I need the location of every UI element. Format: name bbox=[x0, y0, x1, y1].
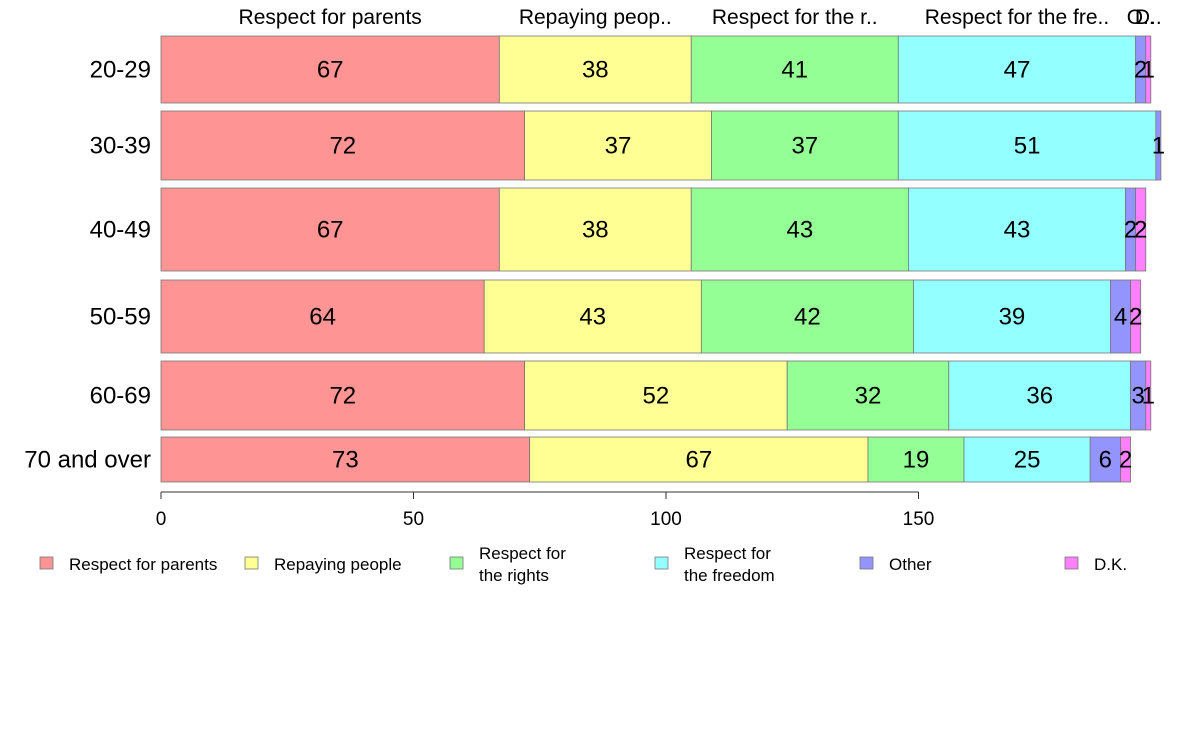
bar-70-and-over-respect-for-parents bbox=[160, 436, 531, 483]
legend-swatch-respect-for-the-freedom bbox=[654, 556, 669, 570]
legend-swatch-repaying-people bbox=[244, 556, 259, 570]
bar-50-59-d-k bbox=[1130, 279, 1142, 354]
bar-30-39-repaying-people bbox=[524, 110, 712, 181]
bar-60-69-respect-for-the-freedom bbox=[948, 360, 1131, 431]
row-labels: 20-29 30-39 40-49 50-59 60-69 70 and over bbox=[24, 57, 151, 474]
value-label-20-29-respect-for-the-rights: 41 bbox=[781, 57, 808, 84]
value-label-30-39-repaying-people: 37 bbox=[605, 133, 632, 160]
value-label-60-69-other: 3 bbox=[1131, 383, 1144, 410]
bar-30-39-respect-for-the-rights bbox=[711, 110, 899, 181]
category-label-50-59: 50-59 bbox=[90, 304, 151, 331]
legend-label-d-k: D.K. bbox=[1094, 555, 1127, 574]
value-label-50-59-respect-for-the-freedom: 39 bbox=[999, 304, 1026, 331]
legend-label-respect-for-parents: Respect for parents bbox=[69, 555, 217, 574]
legend-swatch-respect-for-parents bbox=[39, 556, 54, 570]
bar-70-and-over-respect-for-the-freedom bbox=[963, 436, 1091, 483]
legend-label-other: Other bbox=[889, 555, 932, 574]
x-tick-label-150: 150 bbox=[903, 509, 935, 530]
value-label-70-and-over-d-k: 2 bbox=[1119, 447, 1132, 474]
bar-30-39-other bbox=[1155, 110, 1162, 181]
value-label-60-69-respect-for-the-freedom: 36 bbox=[1026, 383, 1053, 410]
value-label-70-and-over-respect-for-the-freedom: 25 bbox=[1014, 447, 1041, 474]
value-label-30-39-respect-for-parents: 72 bbox=[329, 133, 356, 160]
category-label-70-and-over: 70 and over bbox=[24, 447, 151, 474]
bar-40-49-repaying-people bbox=[498, 187, 692, 272]
category-label-30-39: 30-39 bbox=[90, 133, 151, 160]
legend-swatch-other bbox=[859, 556, 874, 570]
bar-70-and-over-repaying-people bbox=[529, 436, 869, 483]
value-label-40-49-repaying-people: 38 bbox=[582, 217, 609, 244]
value-label-20-29-d-k: 1 bbox=[1142, 57, 1155, 84]
value-label-30-39-other: 1 bbox=[1152, 133, 1165, 160]
column-header-respect-for-parents: Respect for parents bbox=[239, 6, 422, 29]
category-label-20-29: 20-29 bbox=[90, 57, 151, 84]
bar-40-49-respect-for-the-rights bbox=[690, 187, 909, 272]
value-label-60-69-respect-for-the-rights: 32 bbox=[855, 383, 882, 410]
value-label-40-49-respect-for-the-freedom: 43 bbox=[1004, 217, 1031, 244]
value-label-20-29-respect-for-the-freedom: 47 bbox=[1004, 57, 1031, 84]
bar-40-49-respect-for-the-freedom bbox=[908, 187, 1126, 272]
x-tick-label-0: 0 bbox=[156, 509, 167, 530]
value-label-20-29-other: 2 bbox=[1134, 57, 1147, 84]
value-label-20-29-repaying-people: 38 bbox=[582, 57, 609, 84]
bar-60-69-d-k bbox=[1145, 360, 1152, 431]
bar-40-49-d-k bbox=[1135, 187, 1147, 272]
value-label-30-39-respect-for-the-rights: 37 bbox=[792, 133, 819, 160]
x-axis: 0 50 100 150 bbox=[156, 491, 935, 530]
value-label-40-49-other: 2 bbox=[1124, 217, 1137, 244]
bar-50-59-repaying-people bbox=[483, 279, 702, 354]
bar-20-29-d-k bbox=[1145, 35, 1152, 104]
value-label-30-39-respect-for-the-freedom: 51 bbox=[1014, 133, 1041, 160]
x-tick-label-100: 100 bbox=[650, 509, 682, 530]
bar-70-and-over-d-k bbox=[1120, 436, 1132, 483]
value-label-50-59-repaying-people: 43 bbox=[579, 304, 606, 331]
legend-swatch-d-k bbox=[1064, 556, 1079, 570]
value-label-40-49-d-k: 2 bbox=[1134, 217, 1147, 244]
value-label-40-49-respect-for-the-rights: 43 bbox=[786, 217, 813, 244]
bar-70-and-over-other bbox=[1089, 436, 1121, 483]
value-label-50-59-d-k: 2 bbox=[1129, 304, 1142, 331]
value-label-40-49-respect-for-parents: 67 bbox=[317, 217, 344, 244]
bar-60-69-respect-for-the-rights bbox=[786, 360, 950, 431]
column-header-respect-for-the-rights: Respect for the r.. bbox=[712, 6, 878, 29]
bar-20-29-respect-for-the-freedom bbox=[897, 35, 1137, 104]
legend-label-respect-for-the-freedom: Respect for the freedom bbox=[684, 544, 775, 585]
column-header-repaying-people: Repaying peop.. bbox=[519, 6, 672, 29]
bar-50-59-respect-for-the-freedom bbox=[913, 279, 1111, 354]
value-label-70-and-over-repaying-people: 67 bbox=[685, 447, 712, 474]
bar-60-69-repaying-people bbox=[524, 360, 788, 431]
value-label-50-59-respect-for-parents: 64 bbox=[309, 304, 336, 331]
bar-40-49-respect-for-parents bbox=[160, 187, 500, 272]
category-label-40-49: 40-49 bbox=[90, 217, 151, 244]
value-label-60-69-repaying-people: 52 bbox=[643, 383, 670, 410]
value-label-70-and-over-respect-for-the-rights: 19 bbox=[903, 447, 930, 474]
bar-60-69-respect-for-parents bbox=[160, 360, 526, 431]
legend-swatch-respect-for-the-rights bbox=[449, 556, 464, 570]
bar-50-59-respect-for-parents bbox=[160, 279, 485, 354]
bar-20-29-repaying-people bbox=[498, 35, 692, 104]
column-header-respect-for-the-freedom: Respect for the fre.. bbox=[925, 6, 1109, 29]
value-label-20-29-respect-for-parents: 67 bbox=[317, 57, 344, 84]
column-header-other: O.. bbox=[1127, 6, 1155, 29]
legend-label-repaying-people: Repaying people bbox=[274, 555, 402, 574]
value-label-50-59-other: 4 bbox=[1114, 304, 1127, 331]
legend-label-respect-for-the-rights: Respect for the rights bbox=[479, 544, 566, 585]
bar-50-59-respect-for-the-rights bbox=[700, 279, 914, 354]
value-label-60-69-d-k: 1 bbox=[1142, 383, 1155, 410]
column-headers: Respect for parents Repaying peop.. Respec… bbox=[239, 6, 1162, 29]
value-label-70-and-over-other: 6 bbox=[1099, 447, 1112, 474]
bar-30-39-respect-for-parents bbox=[160, 110, 526, 181]
value-label-70-and-over-respect-for-parents: 73 bbox=[332, 447, 359, 474]
category-label-60-69: 60-69 bbox=[90, 383, 151, 410]
x-tick-label-50: 50 bbox=[403, 509, 424, 530]
legend: Respect for parents Repaying people Respec… bbox=[39, 544, 1127, 585]
value-label-50-59-respect-for-the-rights: 42 bbox=[794, 304, 821, 331]
column-header-d-k: D.. bbox=[1135, 6, 1162, 29]
value-label-60-69-respect-for-parents: 72 bbox=[329, 383, 356, 410]
bar-30-39-respect-for-the-freedom bbox=[897, 110, 1157, 181]
